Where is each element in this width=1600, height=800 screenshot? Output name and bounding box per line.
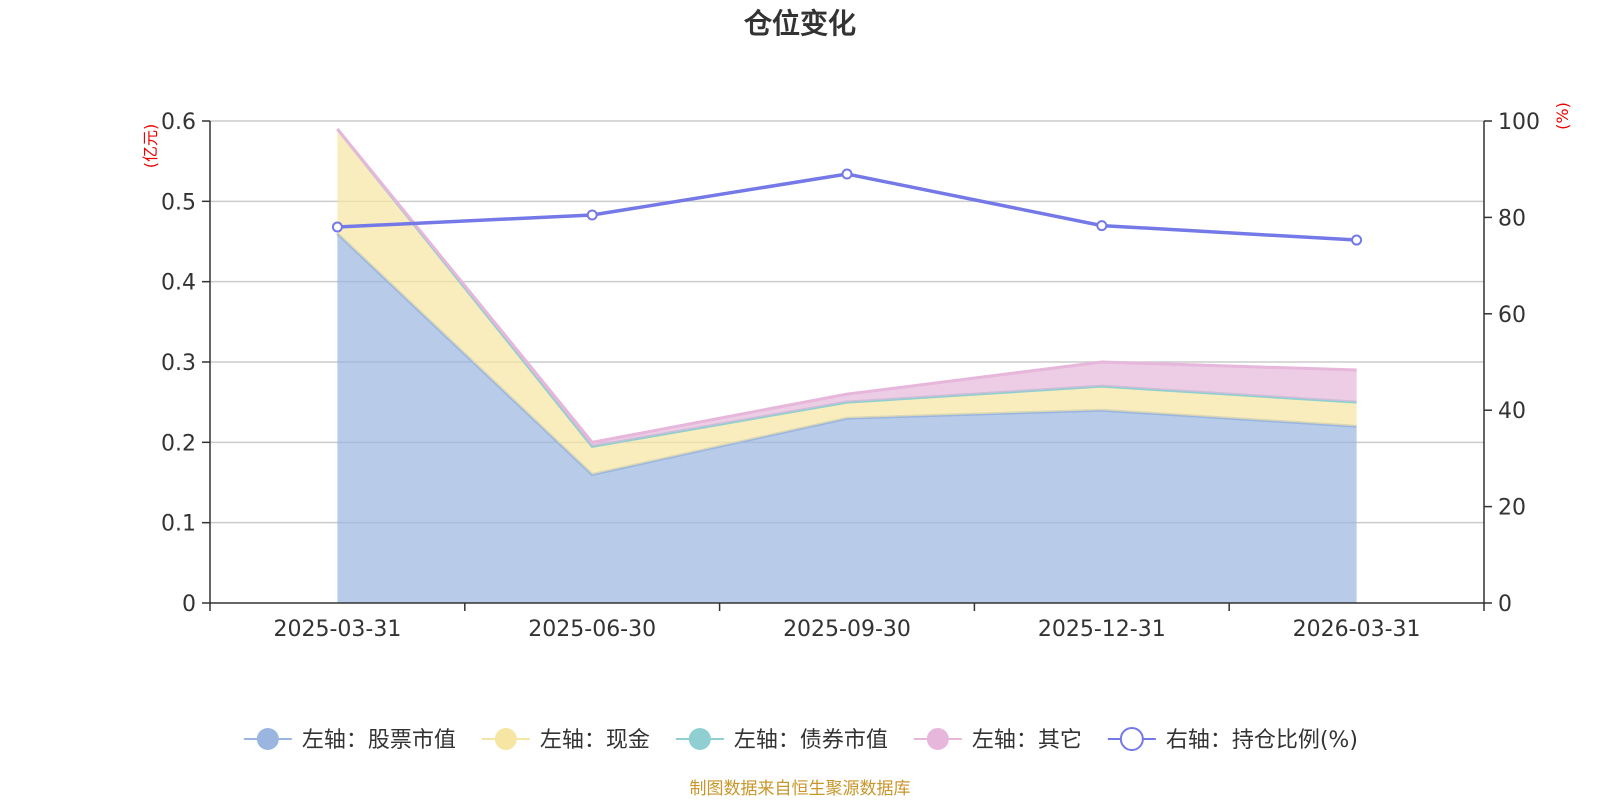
area-fill-3 (337, 129, 1357, 447)
legend-item-3: 左轴：其它 (913, 728, 1082, 753)
x-axis-tick-label: 2026-03-31 (1293, 617, 1421, 642)
ratio-line-series (331, 168, 1363, 246)
legend-label: 左轴：股票市值 (302, 728, 456, 753)
source-note: 制图数据来自恒生聚源数据库 (690, 779, 911, 799)
ratio-point (331, 221, 343, 233)
right-axis-tick-label: 60 (1498, 303, 1526, 328)
ratio-point (586, 209, 598, 221)
legend-label: 左轴：现金 (540, 728, 650, 753)
legend-item-2: 左轴：债券市值 (675, 728, 888, 753)
left-axis-tick-label: 0.2 (161, 431, 196, 456)
chart-title: 仓位变化 (744, 7, 856, 40)
right-axis-unit: (%) (1553, 102, 1572, 130)
legend-marker (688, 728, 711, 750)
left-axis-tick-label: 0.4 (161, 271, 196, 296)
x-axis-tick-label: 2025-06-30 (528, 617, 656, 642)
legend-item-4: 右轴：持仓比例(%) (1107, 727, 1358, 753)
right-axis-tick-label: 40 (1498, 399, 1526, 424)
ratio-point (1096, 220, 1108, 232)
area-series (336, 128, 1357, 603)
legend: 左轴：股票市值 左轴：现金 左轴：债券市值 左轴：其它 右轴：持仓比例(%) (243, 727, 1358, 753)
ratio-line (337, 172, 1357, 242)
right-axis-tick-label: 100 (1498, 110, 1540, 135)
left-axis-unit: (亿元) (141, 124, 160, 169)
x-axis-tick-label: 2025-03-31 (273, 617, 401, 642)
legend-label: 右轴：持仓比例(%) (1166, 728, 1358, 753)
right-axis-tick-label: 20 (1498, 496, 1526, 521)
legend-label: 左轴：其它 (972, 728, 1082, 753)
ratio-point (1351, 234, 1363, 246)
right-axis-tick-label: 0 (1498, 592, 1512, 617)
legend-marker (256, 728, 279, 750)
area-fill-1 (337, 129, 1357, 475)
legend-label: 左轴：债券市值 (734, 728, 888, 753)
legend-item-1: 左轴：现金 (481, 728, 650, 753)
legend-item-0: 左轴：股票市值 (243, 728, 456, 753)
left-axis-tick-label: 0.3 (161, 351, 196, 376)
legend-marker (1119, 727, 1144, 751)
legend-marker (926, 728, 949, 750)
area-edge-3 (336, 128, 1357, 444)
left-axis-tick-label: 0 (182, 592, 196, 617)
axes: 0 0.1 0.2 0.3 0.4 0.5 0.6 0 20 40 60 80 100 2025-03-3… (161, 110, 1540, 642)
right-axis-tick-label: 80 (1498, 206, 1526, 231)
left-axis-tick-label: 0.6 (161, 110, 196, 135)
x-axis-tick-label: 2025-09-30 (783, 617, 911, 642)
x-axis-tick-label: 2025-12-31 (1038, 617, 1166, 642)
left-axis-tick-label: 0.1 (161, 512, 196, 537)
ratio-point (841, 168, 853, 180)
legend-marker (494, 728, 517, 750)
left-axis-tick-label: 0.5 (161, 190, 196, 215)
